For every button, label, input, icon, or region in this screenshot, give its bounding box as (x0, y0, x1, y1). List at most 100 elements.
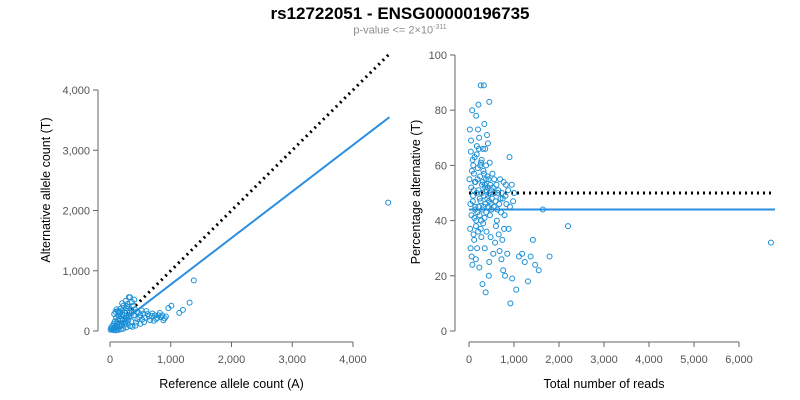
left-data-point (125, 294, 132, 301)
left-fit-line (109, 116, 391, 332)
right-data-point (496, 201, 503, 208)
left-reference-line (108, 52, 391, 333)
right-data-point (466, 176, 473, 183)
right-data-point (486, 98, 493, 105)
right-data-point (500, 267, 507, 274)
right-data-point (532, 261, 539, 268)
right-data-point (509, 275, 516, 282)
right-data-point (485, 176, 492, 183)
right-x-tick-label: 2,000 (545, 354, 573, 366)
right-data-point (484, 140, 491, 147)
right-data-point (470, 162, 477, 169)
right-data-point (469, 107, 476, 114)
right-data-point (501, 212, 508, 219)
right-data-point (475, 126, 481, 133)
right-data-point (482, 145, 489, 152)
right-data-point (487, 234, 494, 241)
right-data-point (483, 162, 490, 169)
right-data-point (479, 145, 486, 152)
left-x-tick-label: 2,000 (218, 354, 246, 366)
right-data-point (468, 167, 475, 174)
right-data-point (480, 220, 487, 227)
right-data-point (466, 126, 473, 133)
right-data-point (475, 203, 482, 210)
right-data-point (476, 264, 483, 271)
right-data-point (502, 272, 508, 279)
right-data-point (489, 170, 496, 177)
right-data-point (469, 198, 476, 205)
right-data-point (507, 300, 514, 307)
chart-subtitle: p-value <= 2×10-311 (0, 24, 800, 37)
left-data-point (179, 306, 186, 313)
right-data-point (474, 245, 481, 252)
left-data-point (114, 308, 121, 315)
right-data-point (479, 181, 486, 188)
right-data-point (473, 217, 480, 224)
right-x-tick-label: 6,000 (725, 354, 753, 366)
right-data-point (494, 190, 501, 196)
left-data-point (124, 303, 131, 310)
left-data-point (385, 199, 392, 206)
right-data-point (529, 236, 536, 243)
right-x-tick-label: 1,000 (500, 354, 528, 366)
left-y-tick-label: 3,000 (62, 145, 90, 157)
right-data-point (473, 112, 480, 119)
right-data-point (493, 223, 499, 230)
right-data-point (481, 121, 488, 127)
left-y-tick-label: 2,000 (62, 206, 90, 218)
right-data-point (511, 190, 517, 196)
subtitle-prefix: p-value <= 2×10 (353, 24, 434, 37)
right-x-tick-label: 5,000 (680, 354, 708, 366)
right-y-tick-label: 60 (435, 160, 447, 172)
right-data-point (477, 225, 484, 232)
left-data-point (145, 313, 152, 320)
right-data-point (482, 289, 489, 296)
right-data-point (480, 167, 487, 174)
left-data-point (122, 297, 129, 304)
left-x-tick-label: 1,000 (157, 354, 185, 366)
right-data-point (470, 192, 477, 199)
right-data-point (486, 212, 493, 219)
right-data-point (506, 203, 513, 210)
right-data-point (481, 170, 488, 177)
right-data-point (498, 256, 505, 263)
right-data-point (485, 272, 492, 279)
right-data-point (486, 259, 493, 265)
right-data-point (495, 231, 502, 238)
right-data-point (471, 236, 478, 243)
right-data-point (477, 173, 484, 180)
right-data-point (527, 253, 534, 260)
right-data-point (504, 250, 511, 257)
right-data-point (475, 101, 482, 108)
right-data-point (546, 253, 553, 260)
right-data-point (767, 239, 774, 246)
left-data-point (129, 323, 136, 330)
right-data-point (467, 245, 474, 252)
left-data-point (134, 315, 141, 322)
right-data-point (477, 159, 484, 166)
right-data-point (539, 206, 546, 213)
right-data-point (468, 253, 475, 260)
left-data-point (113, 327, 120, 334)
right-data-point (497, 195, 504, 202)
left-data-point (165, 305, 172, 312)
right-data-point (476, 195, 483, 202)
right-data-point (468, 212, 475, 219)
right-data-point (493, 181, 500, 188)
right-data-point (484, 132, 490, 139)
left-data-point (176, 309, 183, 316)
left-y-tick-label: 0 (84, 326, 90, 338)
right-data-point (479, 281, 486, 288)
right-data-point (467, 148, 474, 155)
right-panel: 0 20 40 60 80 100 0 1,000 2,000 3,000 4,000 5,000 6,… (409, 50, 775, 391)
right-data-point (496, 247, 503, 254)
left-data-point (137, 320, 144, 327)
chart-title: rs12722051 - ENSG00000196735 (270, 4, 530, 23)
right-data-point (477, 198, 484, 205)
right-data-point (493, 217, 500, 224)
right-x-tick-label: 3,000 (590, 354, 618, 366)
right-data-point (473, 143, 480, 150)
right-data-point (491, 176, 498, 183)
left-x-tick-label: 3,000 (278, 354, 306, 366)
